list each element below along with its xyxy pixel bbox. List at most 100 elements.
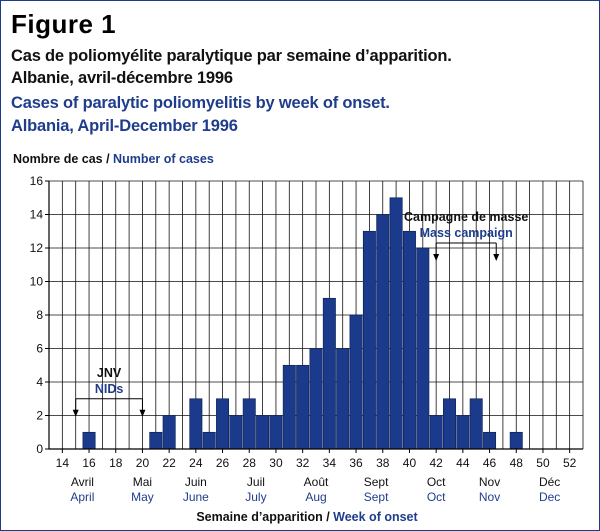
annotation-label-fr: Campagne de masse xyxy=(404,210,528,224)
x-tick-label: 28 xyxy=(243,456,257,470)
x-tick-label: 14 xyxy=(56,456,70,470)
month-label-fr: Juil xyxy=(247,475,265,489)
bar xyxy=(216,398,230,450)
bar xyxy=(149,431,163,450)
bar xyxy=(483,431,497,450)
x-tick-label: 36 xyxy=(349,456,363,470)
bar xyxy=(469,398,483,450)
annotation-0: JNV NIDs xyxy=(72,366,146,417)
title-fr-line1: Cas de poliomyélite paralytique par sema… xyxy=(11,47,452,65)
annotation-arrow-head xyxy=(139,409,146,417)
y-tick-label: 0 xyxy=(36,442,43,456)
annotation-arrow-head xyxy=(72,409,79,417)
x-tick-label: 42 xyxy=(429,456,443,470)
y-tick-label: 8 xyxy=(36,308,43,322)
figure-label: Figure 1 xyxy=(11,9,117,39)
month-label-en: June xyxy=(183,490,209,504)
month-label-en: Sept xyxy=(364,490,389,504)
bar xyxy=(202,431,216,450)
bar xyxy=(82,431,96,450)
xlabel-en: Week of onset xyxy=(333,510,418,524)
bar xyxy=(189,398,203,450)
x-tick-label: 26 xyxy=(216,456,230,470)
bar xyxy=(389,197,403,450)
y-tick-label: 6 xyxy=(36,342,43,356)
bar xyxy=(336,348,350,450)
x-tick-label: 22 xyxy=(162,456,176,470)
xlabel-sep: / xyxy=(323,510,333,524)
bar xyxy=(256,415,270,450)
title-fr-line2: Albanie, avril-décembre 1996 xyxy=(11,69,233,87)
title-en-line2: Albania, April-December 1996 xyxy=(11,117,238,135)
month-label-fr: Août xyxy=(304,475,329,489)
ylabel: Nombre de cas / Number of cases xyxy=(13,152,214,166)
bar xyxy=(229,415,243,450)
bar xyxy=(322,297,336,450)
x-tick-label: 34 xyxy=(323,456,337,470)
xlabel-fr: Semaine d’apparition xyxy=(196,510,322,524)
month-label-fr: Sept xyxy=(364,475,389,489)
month-label-fr: Déc xyxy=(539,475,560,489)
y-tick-label: 2 xyxy=(36,409,43,423)
month-label-fr: Oct xyxy=(427,475,446,489)
x-tick-label: 18 xyxy=(109,456,123,470)
x-tick-label: 52 xyxy=(563,456,577,470)
x-tick-label: 24 xyxy=(189,456,203,470)
y-tick-label: 12 xyxy=(30,241,44,255)
xlabel: Semaine d’apparition / Week of onset xyxy=(196,510,418,524)
bar xyxy=(349,314,363,450)
month-label-en: May xyxy=(131,490,154,504)
annotation-label-fr: JNV xyxy=(97,366,122,380)
month-label-en: April xyxy=(70,490,94,504)
bar xyxy=(443,398,456,450)
annotation-arrow-head xyxy=(493,253,500,261)
title-en-line1: Cases of paralytic poliomyelitis by week… xyxy=(11,94,390,112)
month-label-en: July xyxy=(245,490,266,504)
month-label-fr: Avril xyxy=(71,475,94,489)
x-tick-label: 44 xyxy=(456,456,470,470)
x-tick-label: 46 xyxy=(483,456,497,470)
bar xyxy=(456,415,470,450)
bar xyxy=(269,415,283,450)
x-tick-label: 38 xyxy=(376,456,390,470)
bar xyxy=(242,398,256,450)
bar xyxy=(429,415,443,450)
bar xyxy=(162,415,176,450)
x-tick-label: 40 xyxy=(403,456,417,470)
x-tick-label: 48 xyxy=(510,456,524,470)
month-label-fr: Nov xyxy=(479,475,500,489)
x-tick-labels: 14 16 18 20 22 24 26 28 30 32 34 36 38 40 42 44 46 48 50 52 xyxy=(56,449,577,470)
x-tick-label: 20 xyxy=(136,456,150,470)
month-label-fr: Juin xyxy=(185,475,207,489)
month-label-en: Aug xyxy=(305,490,326,504)
bar xyxy=(376,214,390,450)
ylabel-en: Number of cases xyxy=(113,152,214,166)
x-tick-label: 16 xyxy=(82,456,96,470)
ylabel-sep: / xyxy=(103,152,113,166)
bar xyxy=(509,431,523,450)
annotations: JNV NIDs Campagne de masse Mass campaign xyxy=(72,210,528,417)
ylabel-fr: Nombre de cas xyxy=(13,152,103,166)
month-label-en: Dec xyxy=(539,490,560,504)
bars xyxy=(82,197,523,450)
bar xyxy=(309,348,323,450)
bar xyxy=(362,230,376,450)
month-label-en: Oct xyxy=(427,490,446,504)
annotation-label-en: NIDs xyxy=(95,382,124,396)
x-tick-label: 30 xyxy=(269,456,283,470)
bar xyxy=(282,364,296,450)
x-tick-label: 50 xyxy=(536,456,550,470)
month-label-en: Nov xyxy=(479,490,500,504)
y-tick-label: 14 xyxy=(30,208,44,222)
x-tick-label: 32 xyxy=(296,456,310,470)
annotation-arrow-head xyxy=(433,253,440,261)
bar xyxy=(402,230,416,450)
y-tick-labels: 0 2 4 6 8 10 12 14 16 xyxy=(30,174,49,456)
annotation-label-en: Mass campaign xyxy=(420,226,513,240)
y-tick-label: 16 xyxy=(30,174,44,188)
bar xyxy=(416,247,430,450)
bar xyxy=(296,364,310,450)
month-label-fr: Mai xyxy=(133,475,152,489)
